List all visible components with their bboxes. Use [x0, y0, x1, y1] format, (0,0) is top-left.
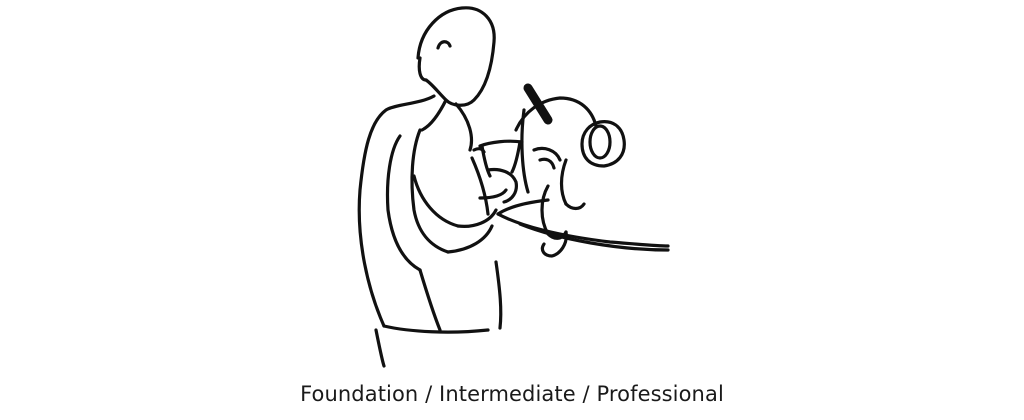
- barista-head: [416, 6, 496, 107]
- milk-pitcher: [472, 139, 524, 178]
- course-levels-caption: Foundation / Intermediate / Professional: [300, 382, 724, 406]
- espresso-machine: [514, 96, 626, 258]
- portafilter-handle: [523, 83, 553, 125]
- counter: [496, 198, 670, 252]
- barista-arms: [412, 156, 518, 228]
- barista-body: [357, 94, 503, 368]
